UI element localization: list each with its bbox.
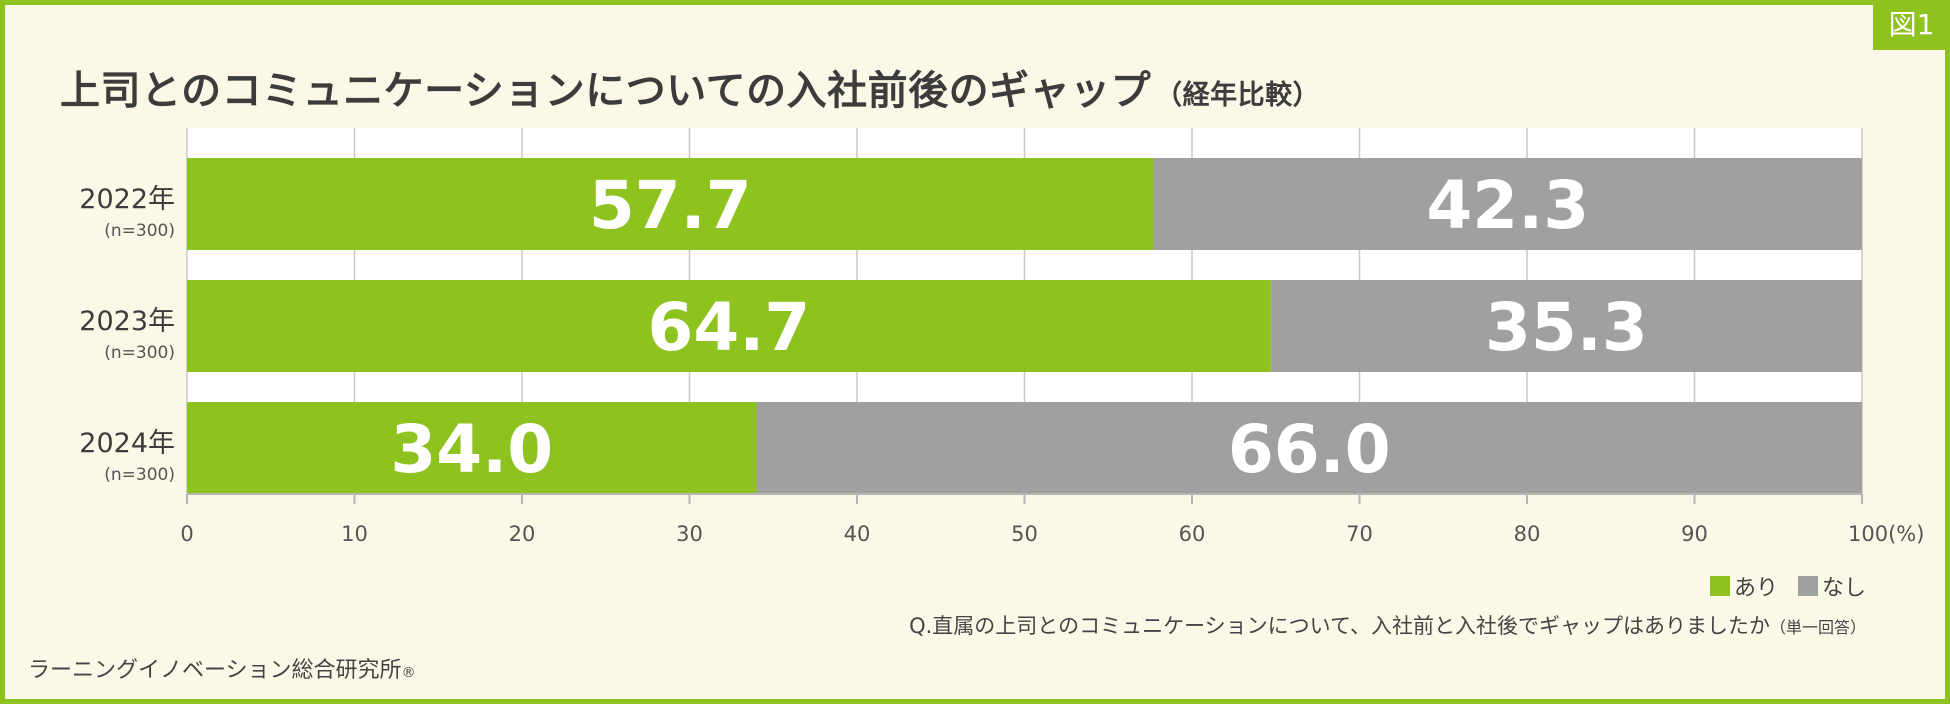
x-tick-label: 70 — [1346, 522, 1373, 546]
bar-segment-ari — [187, 402, 757, 494]
y-category-label: 2022年 — [79, 184, 175, 215]
y-category-label: 2024年 — [79, 428, 175, 459]
bar-segment-nashi — [1153, 158, 1862, 250]
chart-title: 上司とのコミュニケーションについての入社前後のギャップ （経年比較） — [60, 58, 1320, 116]
chart-subtitle: （経年比較） — [1155, 80, 1321, 111]
x-tick-label: 90 — [1681, 522, 1708, 546]
y-category-sample-size: (n=300) — [104, 343, 175, 363]
legend-swatch-ari — [1709, 576, 1730, 596]
data-label: 66.0 — [1228, 411, 1391, 488]
x-tick-label: 30 — [676, 522, 703, 546]
bar-segment-nashi — [756, 402, 1862, 494]
y-category-label: 2023年 — [79, 306, 175, 337]
source-name: ラーニングイノベーション総合研究所 — [28, 658, 402, 683]
bar-segment-ari — [187, 280, 1271, 372]
legend: あり なし — [1709, 570, 1866, 602]
x-tick-label: 50 — [1011, 522, 1038, 546]
data-label: 35.3 — [1485, 289, 1648, 366]
x-tick-label: 0 — [180, 522, 193, 546]
figure-badge: 図1 — [1873, 0, 1950, 50]
chart-title-main: 上司とのコミュニケーションについての入社前後のギャップ — [60, 68, 1152, 114]
x-tick-label: 80 — [1514, 522, 1541, 546]
registered-mark: ® — [401, 665, 416, 681]
legend-label-nashi: なし — [1821, 576, 1866, 601]
legend-swatch-nashi — [1797, 576, 1818, 596]
x-tick-label: 100(%) — [1848, 522, 1924, 546]
source-credit: ラーニングイノベーション総合研究所® — [28, 652, 416, 684]
x-tick-label: 10 — [341, 522, 368, 546]
x-tick-label: 60 — [1179, 522, 1206, 546]
y-category-sample-size: (n=300) — [104, 221, 175, 241]
legend-label-ari: あり — [1733, 576, 1778, 601]
data-label: 64.7 — [647, 289, 810, 366]
data-label: 42.3 — [1426, 167, 1589, 244]
legend-item-nashi: なし — [1797, 570, 1866, 602]
bar-segment-nashi — [1270, 280, 1862, 372]
survey-question: Q.直属の上司とのコミュニケーションについて、入社前と入社後でギャップはありまし… — [909, 610, 1866, 640]
legend-item-ari: あり — [1709, 570, 1778, 602]
y-category-sample-size: (n=300) — [104, 465, 175, 485]
bar-segment-ari — [187, 158, 1154, 250]
x-tick-label: 40 — [844, 522, 871, 546]
data-label: 34.0 — [390, 411, 553, 488]
data-label: 57.7 — [589, 167, 752, 244]
x-tick-label: 20 — [509, 522, 536, 546]
survey-question-text: Q.直属の上司とのコミュニケーションについて、入社前と入社後でギャップはありまし… — [909, 614, 1770, 638]
survey-question-note: （単一回答） — [1769, 618, 1866, 637]
